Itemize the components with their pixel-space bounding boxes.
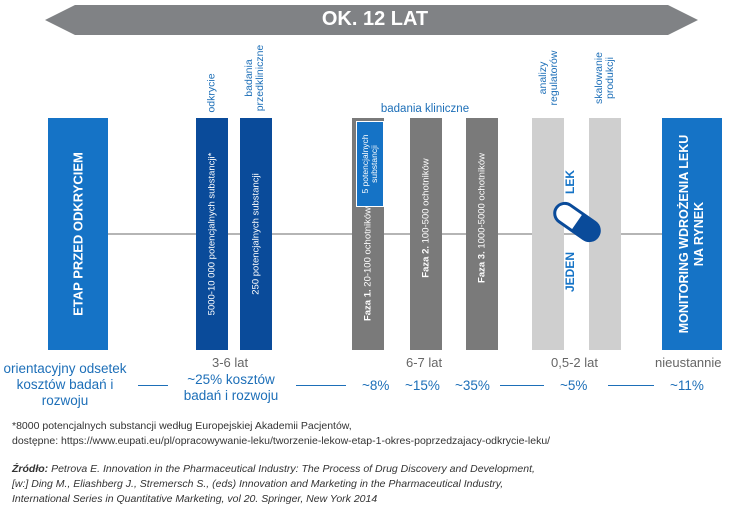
source-line2: [w:] Ding M., Eliashberg J., Stremersch … xyxy=(12,478,504,490)
cost-monitoring: ~11% xyxy=(670,378,704,393)
preclinical-top-label: badania przedkliniczne xyxy=(243,44,266,112)
phase3-label: Faza 3. 1000-5000 ochotników xyxy=(477,153,488,283)
cost-phase1: ~8% xyxy=(362,378,390,393)
cost-divider xyxy=(500,385,544,386)
discovery-bar-label: 5000-10 000 potencjalnych substancji* xyxy=(206,152,218,316)
one-drug-label-b-box: LEK xyxy=(560,162,580,202)
banner-title: OK. 12 LAT xyxy=(321,8,429,30)
footnote-line2: dostępne: https://www.eupati.eu/pl/oprac… xyxy=(12,435,551,447)
source-block: Źródło: Petrova E. Innovation in the Pha… xyxy=(12,462,535,507)
duration-discovery: 3-6 lat xyxy=(212,355,249,370)
phase2-bar: Faza 2. 100-500 ochotników xyxy=(410,118,442,350)
discovery-top-label-box: odkrycie xyxy=(196,70,228,116)
phase1-substances-label: 5 potencjalnych substancji xyxy=(360,134,379,194)
monitoring-bar: MONITORING WDROŻENIA LEKU NA RYNEK xyxy=(662,118,722,350)
scaling-top-label: skalowanie produkcji xyxy=(593,52,616,104)
discovery-bar: 5000-10 000 potencjalnych substancji* xyxy=(196,118,228,350)
pre-discovery-bar: ETAP PRZED ODKRYCIEM xyxy=(48,118,108,350)
timeline-line xyxy=(105,233,665,235)
phase3-text: 1000-5000 ochotników xyxy=(476,152,488,249)
phase1-label: Faza 1. 20-100 ochotników xyxy=(363,207,374,321)
regulatory-bar xyxy=(532,118,564,350)
pill-icon xyxy=(553,201,601,243)
source-line1: Petrova E. Innovation in the Pharmaceuti… xyxy=(51,463,535,475)
phase2-text: 100-500 ochotników xyxy=(420,158,432,244)
cost-approval: ~5% xyxy=(560,378,588,393)
one-drug-label-a-box: JEDEN xyxy=(560,242,580,302)
phase1-substances-box: 5 potencjalnych substancji xyxy=(356,121,384,207)
source-label: Źródło: xyxy=(12,463,49,475)
timeline-arrow xyxy=(45,5,698,35)
regulatory-top-label-box: analizy regulatorów xyxy=(532,40,566,116)
scaling-top-label-box: skalowanie produkcji xyxy=(588,40,622,116)
phase2-label: Faza 2. 100-500 ochotników xyxy=(421,158,432,277)
phase2-bold: Faza 2. xyxy=(420,245,432,278)
source-line3: International Series in Quantitative Mar… xyxy=(12,493,378,505)
clinical-header: badania kliniczne xyxy=(380,103,470,115)
cost-phase2: ~15% xyxy=(405,378,440,393)
preclinical-bar-label: 250 potencjalnych substancji xyxy=(250,173,262,295)
preclinical-bar: 250 potencjalnych substancji xyxy=(240,118,272,350)
footnote-line1: *8000 potencjalnych substancji według Eu… xyxy=(12,420,352,432)
cost-divider xyxy=(296,385,346,386)
preclinical-top-label-box: badania przedkliniczne xyxy=(238,40,272,116)
discovery-top-label: odkrycie xyxy=(205,73,218,113)
regulatory-top-label: analizy regulatorów xyxy=(537,50,560,106)
one-drug-label-a: JEDEN xyxy=(563,251,577,293)
cost-intro: orientacyjny odsetek kosztów badań i roz… xyxy=(3,361,127,408)
phase3-bold: Faza 3. xyxy=(476,251,488,283)
cost-discovery: ~25% kosztów badań i rozwoju xyxy=(183,372,279,403)
cost-phase3: ~35% xyxy=(455,378,490,393)
duration-approval: 0,5-2 lat xyxy=(551,355,598,370)
phase1-bold: Faza 1. xyxy=(362,289,374,322)
phase1-text: 20-100 ochotników xyxy=(362,207,374,287)
duration-monitoring: nieustannie xyxy=(655,355,722,370)
monitoring-label: MONITORING WDROŻENIA LEKU NA RYNEK xyxy=(677,134,706,334)
pre-discovery-label: ETAP PRZED ODKRYCIEM xyxy=(70,152,86,316)
phase3-bar: Faza 3. 1000-5000 ochotników xyxy=(466,118,498,350)
cost-divider xyxy=(138,385,168,386)
duration-clinical: 6-7 lat xyxy=(406,355,443,370)
cost-divider xyxy=(608,385,654,386)
one-drug-label-b: LEK xyxy=(563,170,577,194)
